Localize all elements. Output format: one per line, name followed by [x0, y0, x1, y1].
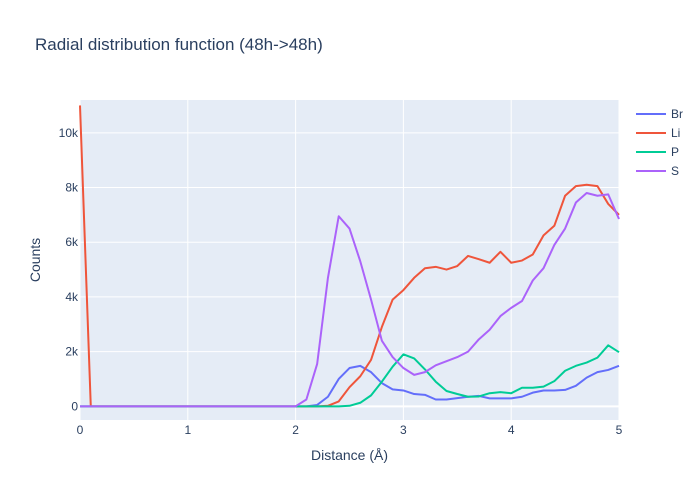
x-tick-labels: 0 1 2 3 4 5 — [77, 423, 623, 437]
legend-item-p[interactable]: P — [636, 145, 679, 159]
x-tick-label: 1 — [184, 423, 191, 437]
gridlines — [79, 100, 620, 420]
legend-item-br[interactable]: Br — [636, 107, 683, 121]
x-tick-label: 5 — [616, 423, 623, 437]
plot-area — [80, 100, 619, 420]
series-lines — [79, 105, 620, 408]
series-line-s — [80, 191, 620, 408]
y-tick-label: 2k — [65, 345, 79, 359]
legend-label: Li — [671, 126, 680, 140]
x-tick-label: 3 — [400, 423, 407, 437]
y-tick-label: 4k — [65, 290, 79, 304]
legend-label: Br — [671, 107, 683, 121]
legend-item-li[interactable]: Li — [636, 126, 680, 140]
x-axis-title: Distance (Å) — [311, 447, 388, 463]
legend: Br Li PS — [636, 107, 683, 178]
y-tick-label: 6k — [65, 235, 79, 249]
legend-label: P — [671, 145, 679, 159]
x-tick-label: 4 — [508, 423, 515, 437]
y-tick-label: 0 — [71, 399, 78, 413]
x-tick-label: 0 — [77, 423, 84, 437]
y-axis-title: Counts — [27, 238, 43, 282]
y-tick-labels: 0 2k 4k 6k 8k 10k — [59, 126, 79, 414]
legend-label: S — [671, 164, 679, 178]
y-tick-label: 8k — [65, 181, 79, 195]
x-tick-label: 2 — [292, 423, 299, 437]
legend-item-s[interactable]: S — [636, 164, 679, 178]
chart-title: Radial distribution function (48h->48h) — [35, 35, 323, 54]
y-tick-label: 10k — [59, 126, 79, 140]
